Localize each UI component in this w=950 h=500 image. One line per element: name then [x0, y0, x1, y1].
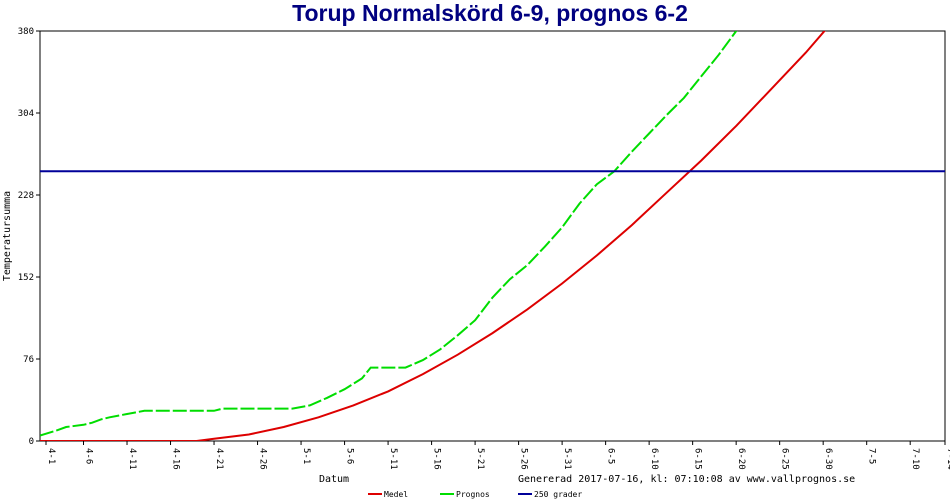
x-tick-label: 6-30: [823, 448, 833, 470]
x-tick-label: 6-20: [736, 448, 746, 470]
chart-title: Torup Normalskörd 6-9, prognos 6-2: [292, 0, 688, 26]
x-tick-label: 5-1: [301, 448, 311, 464]
legend-label: Prognos: [456, 490, 490, 499]
x-axis-label: Datum: [319, 474, 349, 485]
x-tick-label: 4-11: [127, 448, 137, 470]
series-line-medel: [40, 31, 826, 441]
y-tick-label: 380: [18, 27, 34, 37]
y-tick-label: 152: [18, 273, 34, 283]
plot-frame: [39, 30, 946, 442]
x-tick-label: 7-14: [945, 448, 950, 470]
x-tick-label: 7-5: [867, 448, 877, 464]
x-tick-label: 5-16: [432, 448, 442, 470]
y-tick-label: 304: [18, 109, 34, 119]
x-tick-label: 4-21: [214, 448, 224, 470]
y-tick-label: 76: [23, 355, 34, 365]
x-tick-label: 5-26: [519, 448, 529, 470]
x-tick-label: 4-26: [258, 448, 268, 470]
x-tick-label: 5-31: [562, 448, 572, 470]
x-tick-label: 5-21: [475, 448, 485, 470]
legend-label: Medel: [384, 490, 408, 499]
legend-label: 250 grader: [534, 490, 582, 499]
x-tick-label: 6-5: [606, 448, 616, 464]
x-tick-label: 4-1: [46, 448, 56, 464]
y-tick-label: 228: [18, 191, 34, 201]
generated-text: Genererad 2017-07-16, kl: 07:10:08 av ww…: [518, 474, 855, 485]
x-tick-label: 7-10: [910, 448, 920, 470]
x-tick-label: 6-15: [693, 448, 703, 470]
x-tick-label: 5-6: [345, 448, 355, 464]
y-axis-label: Temperatursumma: [2, 191, 13, 281]
x-tick-label: 6-10: [649, 448, 659, 470]
series-line-prognos: [40, 31, 738, 437]
x-tick-label: 4-16: [171, 448, 181, 470]
x-tick-label: 6-25: [780, 448, 790, 470]
x-tick-label: 4-6: [84, 448, 94, 464]
y-tick-label: 0: [29, 437, 34, 447]
x-tick-label: 5-11: [388, 448, 398, 470]
